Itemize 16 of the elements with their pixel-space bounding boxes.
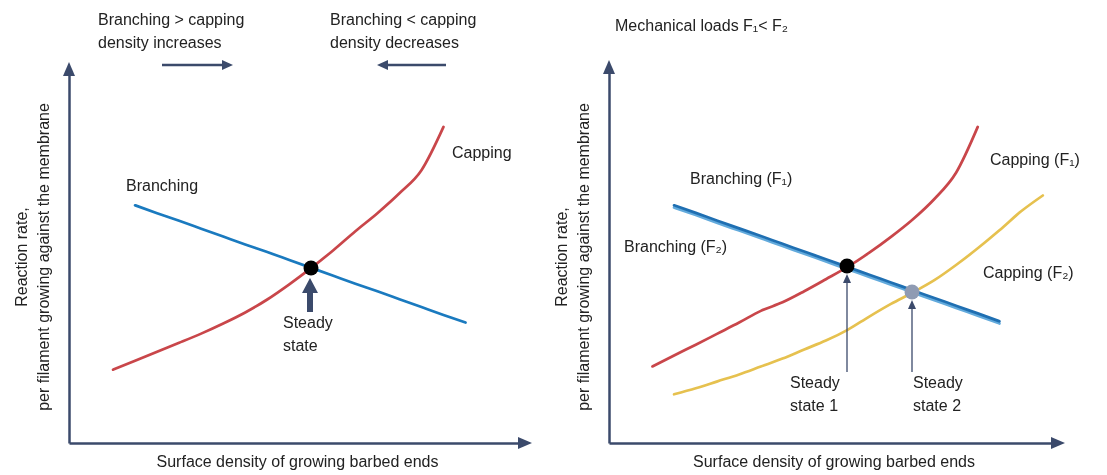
y-axis-title: Reaction rate, per filament growing against the membrane [12, 103, 52, 411]
annotation: Steady state [283, 314, 333, 354]
text: Branching > capping density increases [98, 11, 245, 51]
text: Branching < capping density decreases [330, 11, 477, 51]
series-label: Branching [126, 177, 199, 194]
x-axis-title: Surface density of growing barbed ends [156, 452, 439, 470]
series-label: Capping (F₁) [990, 151, 1080, 168]
annotation: Steady state 2 [913, 374, 963, 414]
annotation: Steady state 1 [790, 374, 840, 414]
series-label: Branching (F₂) [624, 238, 728, 255]
series-label: Branching (F₁) [690, 170, 793, 187]
series-label: Capping [452, 144, 512, 161]
y-axis-title: Reaction rate, per filament growing against the membrane [552, 103, 592, 411]
series-label: Capping (F₂) [983, 264, 1074, 281]
chart-title: Mechanical loads F₁< F₂ [615, 17, 789, 34]
x-axis-title: Surface density of growing barbed ends [693, 452, 975, 470]
